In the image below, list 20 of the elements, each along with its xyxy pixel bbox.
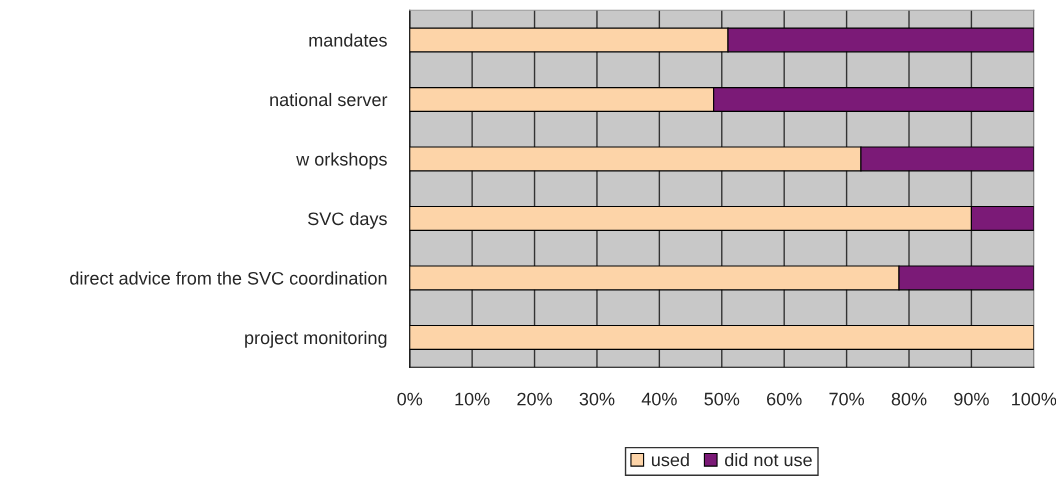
x-tick-label: 10% xyxy=(455,392,490,406)
x-tick-label: 30% xyxy=(579,392,615,406)
y-tick-label: national server xyxy=(270,92,388,107)
x-tick-label: 100% xyxy=(1012,392,1056,406)
x-tick-label: 90% xyxy=(954,392,989,406)
y-tick-label: mandates xyxy=(309,33,387,47)
y-tick-label: project monitoring xyxy=(245,330,387,348)
x-tick-label: 40% xyxy=(641,392,677,406)
y-tick-label: direct advice from the SVC coordination xyxy=(70,271,387,285)
x-tick-label: 80% xyxy=(891,392,927,406)
legend-label: did not use xyxy=(725,453,812,467)
x-tick-label: 0% xyxy=(397,392,423,406)
x-tick-label: 70% xyxy=(829,392,865,406)
y-tick-label: w orkshops xyxy=(296,152,387,170)
legend-label: used xyxy=(651,453,689,467)
x-tick-label: 20% xyxy=(517,392,552,406)
x-tick-label: 60% xyxy=(767,392,802,406)
x-tick-label: 50% xyxy=(704,392,740,406)
y-tick-label: SVC days xyxy=(308,211,387,229)
bar xyxy=(409,324,1034,350)
